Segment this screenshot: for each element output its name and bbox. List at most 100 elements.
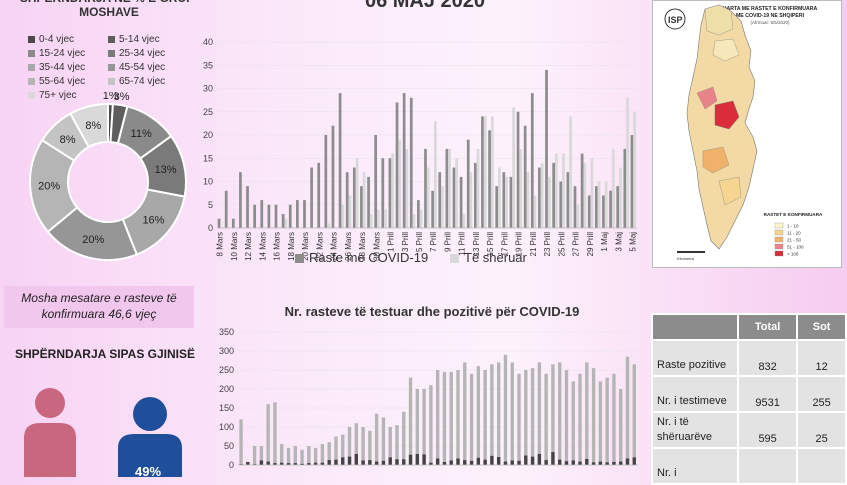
- bar-cases: [630, 135, 634, 228]
- donut-value-label: 3%: [114, 92, 130, 103]
- age-legend-item: 25-34 vjec: [108, 47, 188, 60]
- bar-recovered: [433, 121, 437, 228]
- bar-positive: [388, 457, 392, 465]
- legend-swatch: [108, 64, 115, 71]
- map-legend-label: > 100: [787, 252, 799, 257]
- bar-tests: [307, 446, 311, 465]
- bar-tests: [571, 381, 575, 465]
- legend-label: 45-54 vjec: [119, 62, 166, 73]
- bar-positive: [469, 460, 474, 465]
- legend-label: 5-14 vjec: [119, 34, 160, 45]
- bar-recovered: [355, 158, 359, 228]
- x-tick-label: 9 Prill: [443, 232, 452, 252]
- legend-swatch: [28, 36, 35, 43]
- bar-cases: [246, 186, 249, 228]
- age-legend-item: 5-14 vjec: [108, 33, 188, 46]
- bar-recovered: [483, 116, 487, 228]
- bar-recovered: [583, 162, 587, 228]
- row-total: 832: [736, 339, 799, 377]
- legend-swatch-cases: [295, 254, 304, 263]
- bar-positive: [273, 463, 277, 465]
- map-legend-swatch: [774, 229, 784, 236]
- x-tick-label: 5 Prill: [415, 232, 424, 252]
- legend-swatch: [108, 78, 115, 85]
- average-age-box: Mosha mesatare e rasteve të konfirmuara …: [4, 286, 194, 328]
- bar-cases: [609, 190, 612, 228]
- bar-positive: [632, 457, 636, 465]
- bar-tests: [503, 354, 508, 465]
- y-tick-label: 0: [208, 223, 213, 233]
- bar-positive: [496, 457, 501, 465]
- bar-cases: [381, 158, 385, 228]
- bar-tests: [320, 444, 325, 465]
- table-row: Nr. i: [651, 447, 847, 485]
- bar-cases: [345, 172, 349, 228]
- bar-recovered: [540, 162, 544, 228]
- tests-chart-title: Nr. rasteve të testuar dhe pozitivë për …: [284, 304, 580, 319]
- donut-value-label: 20%: [82, 234, 104, 246]
- map-scale-label: Kilometra: [677, 256, 695, 261]
- bar-recovered: [369, 214, 373, 228]
- bar-cases: [552, 162, 555, 228]
- bar-recovered: [498, 167, 501, 228]
- x-tick-label: 3 Prill: [401, 232, 410, 252]
- bar-tests: [341, 434, 345, 465]
- bar-recovered: [284, 218, 288, 228]
- y-tick-label: 200: [219, 384, 234, 394]
- bar-tests: [517, 373, 521, 465]
- x-tick-label: 14 Mars: [258, 232, 267, 261]
- bar-cases: [488, 130, 491, 228]
- bar-recovered: [377, 209, 380, 228]
- bar-recovered: [455, 158, 459, 228]
- bar-cases: [417, 200, 420, 228]
- gender-distribution-title: SHPËRNDARJA SIPAS GJINISË: [14, 347, 196, 361]
- bar-cases: [260, 200, 264, 228]
- y-tick-label: 25: [203, 107, 213, 117]
- bar-positive: [307, 463, 311, 465]
- legend-label-recovered: Të shëruar: [464, 250, 528, 265]
- bar-recovered: [327, 223, 330, 228]
- bar-tests: [395, 425, 399, 465]
- bar-positive: [463, 460, 467, 465]
- bar-tests: [429, 385, 433, 465]
- x-tick-label: 8 Mars: [216, 232, 225, 256]
- age-legend-item: 15-24 vjec: [28, 47, 108, 60]
- bar-positive: [422, 454, 426, 465]
- x-tick-label: 27 Prill: [572, 232, 581, 257]
- map-legend-label: 51 - 100: [787, 245, 804, 250]
- map-legend: 1 - 10 11 - 20 21 - 50 51 - 100 > 100: [774, 222, 804, 257]
- legend-label: 55-64 vjec: [39, 76, 86, 87]
- bar-cases: [352, 167, 356, 228]
- bar-recovered: [590, 158, 594, 228]
- legend-swatch: [28, 50, 35, 57]
- bar-recovered: [384, 209, 387, 228]
- donut-value-label: 8%: [60, 134, 76, 146]
- bar-tests: [415, 389, 420, 465]
- bar-positive: [361, 460, 365, 465]
- row-today: 255: [796, 375, 847, 413]
- map-scale-bar: [677, 251, 705, 253]
- bar-positive: [415, 453, 420, 465]
- x-tick-label: 23 Prill: [543, 232, 552, 257]
- bar-cases: [538, 167, 541, 228]
- map-legend-title: RASTET E KONFIRMUARA: [764, 212, 823, 217]
- legend-swatch: [108, 50, 115, 57]
- age-distribution-title: SHPËRNDARJA NË % E GRUP-MOSHAVE: [20, 0, 198, 19]
- bar-cases: [338, 93, 342, 229]
- x-tick-label: 30 Mars: [372, 232, 381, 261]
- bar-positive: [558, 459, 562, 465]
- date-title: 06 MAJ 2020: [364, 0, 486, 12]
- bar-tests: [381, 417, 386, 465]
- x-tick-label: 7 Prill: [429, 232, 438, 252]
- bar-positive: [598, 461, 603, 465]
- donut-value-label: 8%: [85, 120, 101, 132]
- bar-positive: [442, 461, 447, 465]
- bar-tests: [558, 362, 562, 465]
- bar-tests: [625, 356, 630, 465]
- bar-tests: [388, 427, 392, 465]
- row-total: [736, 447, 799, 485]
- x-tick-label: 10 Mars: [230, 232, 239, 261]
- bar-cases: [502, 172, 506, 228]
- bar-cases: [481, 116, 484, 228]
- bar-cases: [495, 186, 499, 228]
